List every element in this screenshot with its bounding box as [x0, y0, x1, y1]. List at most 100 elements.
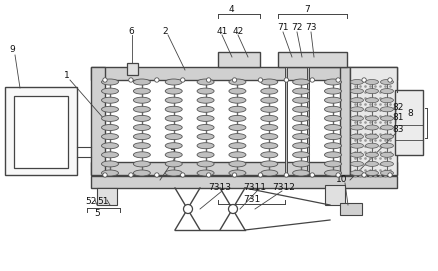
Ellipse shape [133, 161, 150, 167]
Bar [285, 67, 287, 175]
Text: 10: 10 [336, 176, 348, 185]
Circle shape [336, 78, 340, 82]
Ellipse shape [102, 161, 119, 167]
Ellipse shape [261, 170, 278, 176]
Ellipse shape [261, 88, 278, 94]
Circle shape [103, 173, 107, 177]
Circle shape [362, 78, 366, 82]
Bar [91, 67, 397, 80]
Ellipse shape [381, 162, 393, 166]
Ellipse shape [197, 161, 214, 167]
Bar [340, 203, 362, 215]
Ellipse shape [102, 152, 119, 158]
Text: 52: 52 [85, 198, 97, 207]
Text: 731: 731 [244, 195, 261, 205]
Ellipse shape [197, 79, 214, 85]
Ellipse shape [229, 143, 246, 149]
Ellipse shape [133, 115, 150, 121]
Ellipse shape [350, 143, 364, 148]
Ellipse shape [133, 134, 150, 140]
Circle shape [284, 173, 289, 177]
Ellipse shape [365, 98, 378, 103]
Text: 8: 8 [407, 108, 413, 118]
Ellipse shape [165, 161, 182, 167]
Ellipse shape [350, 116, 364, 121]
Ellipse shape [381, 89, 393, 93]
Ellipse shape [165, 170, 182, 176]
Ellipse shape [381, 143, 393, 148]
Ellipse shape [350, 134, 364, 139]
Circle shape [388, 78, 392, 82]
Ellipse shape [133, 88, 150, 94]
Ellipse shape [197, 143, 214, 149]
Bar [14, 96, 68, 168]
Bar [278, 52, 347, 67]
Ellipse shape [197, 88, 214, 94]
Ellipse shape [261, 143, 278, 149]
Bar [91, 162, 397, 175]
Ellipse shape [165, 79, 182, 85]
Bar [218, 52, 260, 67]
Bar [127, 63, 138, 75]
Ellipse shape [350, 89, 364, 93]
Ellipse shape [365, 170, 378, 176]
Ellipse shape [365, 134, 378, 139]
Ellipse shape [197, 106, 214, 112]
Bar [91, 67, 105, 175]
Text: 41: 41 [216, 27, 228, 37]
Circle shape [129, 78, 133, 82]
Ellipse shape [381, 152, 393, 157]
Ellipse shape [325, 134, 342, 140]
Text: 82: 82 [392, 102, 404, 111]
Ellipse shape [102, 115, 119, 121]
Ellipse shape [165, 115, 182, 121]
Ellipse shape [133, 97, 150, 103]
Circle shape [310, 173, 314, 177]
Ellipse shape [381, 125, 393, 130]
Ellipse shape [261, 124, 278, 131]
Ellipse shape [165, 124, 182, 131]
Ellipse shape [325, 97, 342, 103]
Ellipse shape [350, 152, 364, 157]
Ellipse shape [197, 97, 214, 103]
Ellipse shape [293, 97, 310, 103]
Ellipse shape [229, 124, 246, 131]
Text: 1: 1 [64, 70, 70, 79]
Ellipse shape [350, 162, 364, 166]
Text: 4: 4 [228, 5, 234, 15]
Ellipse shape [197, 134, 214, 140]
Ellipse shape [165, 106, 182, 112]
Ellipse shape [325, 143, 342, 149]
Ellipse shape [293, 143, 310, 149]
Ellipse shape [165, 143, 182, 149]
Ellipse shape [165, 134, 182, 140]
Ellipse shape [133, 106, 150, 112]
Circle shape [284, 78, 289, 82]
Ellipse shape [350, 125, 364, 130]
Ellipse shape [325, 170, 342, 176]
Ellipse shape [350, 79, 364, 85]
Text: 42: 42 [233, 27, 244, 37]
Ellipse shape [381, 134, 393, 139]
Bar [395, 90, 423, 155]
Ellipse shape [229, 97, 246, 103]
Ellipse shape [197, 170, 214, 176]
Text: 81: 81 [392, 114, 404, 122]
Ellipse shape [261, 152, 278, 158]
Ellipse shape [350, 170, 364, 176]
Ellipse shape [102, 170, 119, 176]
Ellipse shape [381, 116, 393, 121]
Ellipse shape [325, 124, 342, 131]
Circle shape [180, 173, 185, 177]
Ellipse shape [229, 161, 246, 167]
Ellipse shape [293, 79, 310, 85]
Ellipse shape [293, 170, 310, 176]
Ellipse shape [102, 106, 119, 112]
Ellipse shape [261, 134, 278, 140]
Circle shape [232, 173, 237, 177]
Circle shape [129, 173, 133, 177]
Circle shape [103, 78, 107, 82]
Bar [350, 67, 397, 175]
Ellipse shape [133, 152, 150, 158]
Ellipse shape [261, 161, 278, 167]
